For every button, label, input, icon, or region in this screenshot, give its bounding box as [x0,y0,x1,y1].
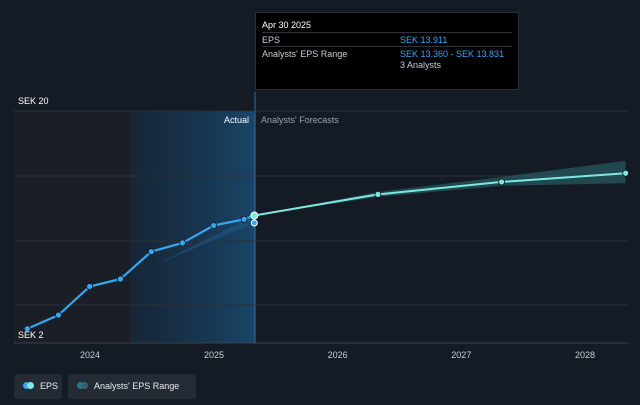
eps-point-6 [210,222,218,229]
eps-point-5 [179,239,186,247]
eps-point-2 [86,283,94,290]
eps-point-7 [240,215,248,223]
legend-eps-label: EPS [40,381,59,391]
eps-dot-icon [23,382,30,389]
tooltip-eps-value: SEK 13.911 [400,35,448,45]
legend-range[interactable]: Analysts' EPS Range [68,374,196,399]
eps-point-1 [55,311,62,319]
forecast-point-1 [374,190,382,198]
x-tick-2027: 2027 [451,350,471,360]
tooltip: Apr 30 2025 EPS SEK 13.911 Analysts' EPS… [255,12,519,90]
legend-eps[interactable]: EPS [14,374,62,399]
tooltip-range-label: Analysts' EPS Range [262,49,348,59]
legend-range-label: Analysts' EPS Range [94,381,180,391]
tooltip-range-value: SEK 13.360 - SEK 13.831 [400,49,505,59]
forecast-point-2 [498,178,506,186]
highlight-point-low [250,219,258,227]
eps-point-0 [23,325,31,333]
forecast-label: Analysts' Forecasts [261,115,339,125]
highlight-point [250,211,259,220]
x-tick-2024: 2024 [80,350,100,360]
tooltip-row-range: Analysts' EPS Range SEK 13.360 - SEK 13.… [262,46,512,61]
x-tick-2025: 2025 [204,350,224,360]
y-label-bottom: SEK 2 [18,330,44,340]
history-range-band [89,215,255,298]
forecast-point-3 [622,169,630,177]
forecast-line [254,172,626,217]
tooltip-title: Apr 30 2025 [262,20,312,30]
tooltip-eps-label: EPS [262,35,281,45]
eps-point-4 [147,248,155,256]
range-dot-icon-2 [81,382,88,389]
range-dot-icon [77,382,84,389]
tooltip-analysts: 3 Analysts [400,60,442,70]
x-tick-2028: 2028 [575,350,595,360]
tooltip-row-eps: EPS SEK 13.911 [262,32,512,47]
y-label-top: SEK 20 [18,96,49,106]
x-tick-2026: 2026 [328,350,348,360]
eps-point-3 [117,275,124,283]
actual-label: Actual [224,115,249,125]
past-shade [14,111,130,343]
eps-dot-icon-2 [27,382,34,389]
